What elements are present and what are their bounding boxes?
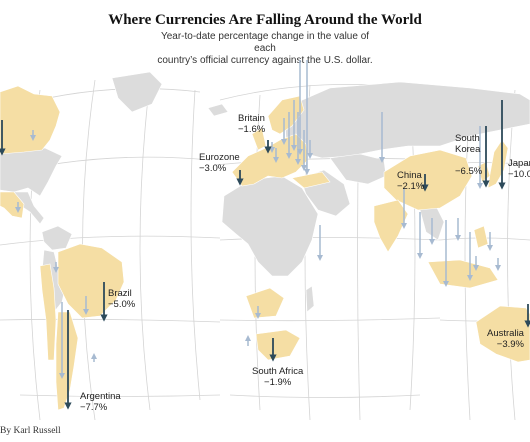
label-south-korea-name: South Korea: [455, 133, 481, 155]
label-brazil: Brazil −5.0%: [108, 288, 135, 310]
label-japan: Japan −10.0%: [508, 158, 530, 180]
madagascar: [305, 285, 315, 313]
russia: [283, 81, 530, 159]
label-south-korea: South Korea −6.5%: [455, 122, 482, 188]
philippines: [473, 225, 489, 249]
colombia-venezuela: [41, 225, 73, 251]
label-argentina-value: −7.7%: [80, 402, 108, 413]
map-title: Where Currencies Are Falling Around the …: [108, 12, 422, 28]
japan: [487, 139, 509, 189]
label-china-value: −2.1%: [397, 181, 425, 192]
label-china: China −2.1%: [397, 170, 424, 192]
indonesia: [427, 259, 499, 289]
label-britain: Britain −1.6%: [238, 113, 265, 135]
other-land: [0, 71, 530, 313]
label-eurozone-value: −3.0%: [199, 163, 227, 174]
label-australia-name: Australia: [487, 328, 524, 339]
label-australia-value: −3.9%: [496, 339, 524, 350]
label-australia: Australia −3.9%: [487, 328, 524, 350]
label-argentina-name: Argentina: [80, 391, 121, 402]
label-brazil-value: −5.0%: [108, 299, 136, 310]
iceland: [207, 103, 229, 117]
brazil: [57, 243, 125, 319]
united-states: [0, 147, 63, 197]
south-africa: [255, 329, 301, 361]
turkey: [291, 171, 331, 189]
label-china-name: China: [397, 170, 422, 181]
label-south-africa: South Africa −1.9%: [252, 366, 303, 388]
map-subtitle: Year-to-date percentage change in the va…: [150, 31, 380, 67]
angola-zambia: [245, 287, 285, 319]
label-japan-name: Japan: [508, 158, 530, 169]
canada: [0, 85, 61, 155]
australia: [475, 305, 530, 363]
minor-arrows: [15, 60, 501, 379]
label-eurozone: Eurozone −3.0%: [199, 152, 240, 174]
label-south-korea-value: −6.5%: [455, 166, 483, 177]
subtitle-line-2: country’s official currency against the …: [157, 55, 373, 66]
label-britain-value: −1.6%: [238, 124, 266, 135]
greenland: [111, 71, 163, 113]
china: [383, 149, 473, 211]
central-asia: [329, 153, 387, 185]
peru-chile: [39, 263, 57, 361]
labeled-arrows: [0, 100, 530, 410]
highlighted-land: [0, 85, 530, 411]
uk: [251, 127, 267, 151]
argentina: [55, 311, 79, 411]
label-south-africa-value: −1.9%: [264, 377, 292, 388]
africa: [221, 175, 319, 277]
label-south-africa-name: South Africa: [252, 366, 304, 377]
india: [373, 199, 409, 253]
byline: By Karl Russell: [0, 426, 61, 436]
label-brazil-name: Brazil: [108, 288, 132, 299]
label-japan-value: −10.0%: [508, 169, 530, 180]
label-eurozone-name: Eurozone: [199, 152, 240, 163]
label-britain-name: Britain: [238, 113, 265, 124]
subtitle-line-1: Year-to-date percentage change in the va…: [160, 31, 370, 54]
label-argentina: Argentina −7.7%: [80, 391, 121, 413]
